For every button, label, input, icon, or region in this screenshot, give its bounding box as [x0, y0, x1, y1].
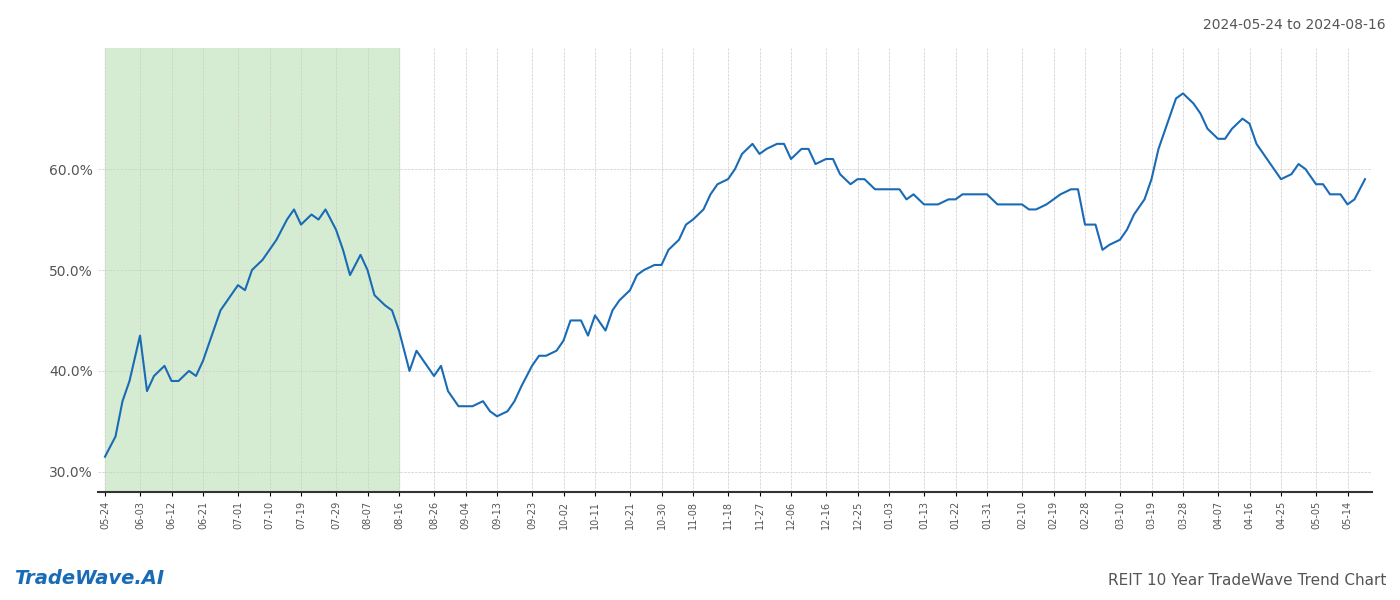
Text: REIT 10 Year TradeWave Trend Chart: REIT 10 Year TradeWave Trend Chart [1107, 573, 1386, 588]
Bar [105, 48, 399, 492]
Text: TradeWave.AI: TradeWave.AI [14, 569, 164, 588]
Text: 2024-05-24 to 2024-08-16: 2024-05-24 to 2024-08-16 [1204, 18, 1386, 32]
